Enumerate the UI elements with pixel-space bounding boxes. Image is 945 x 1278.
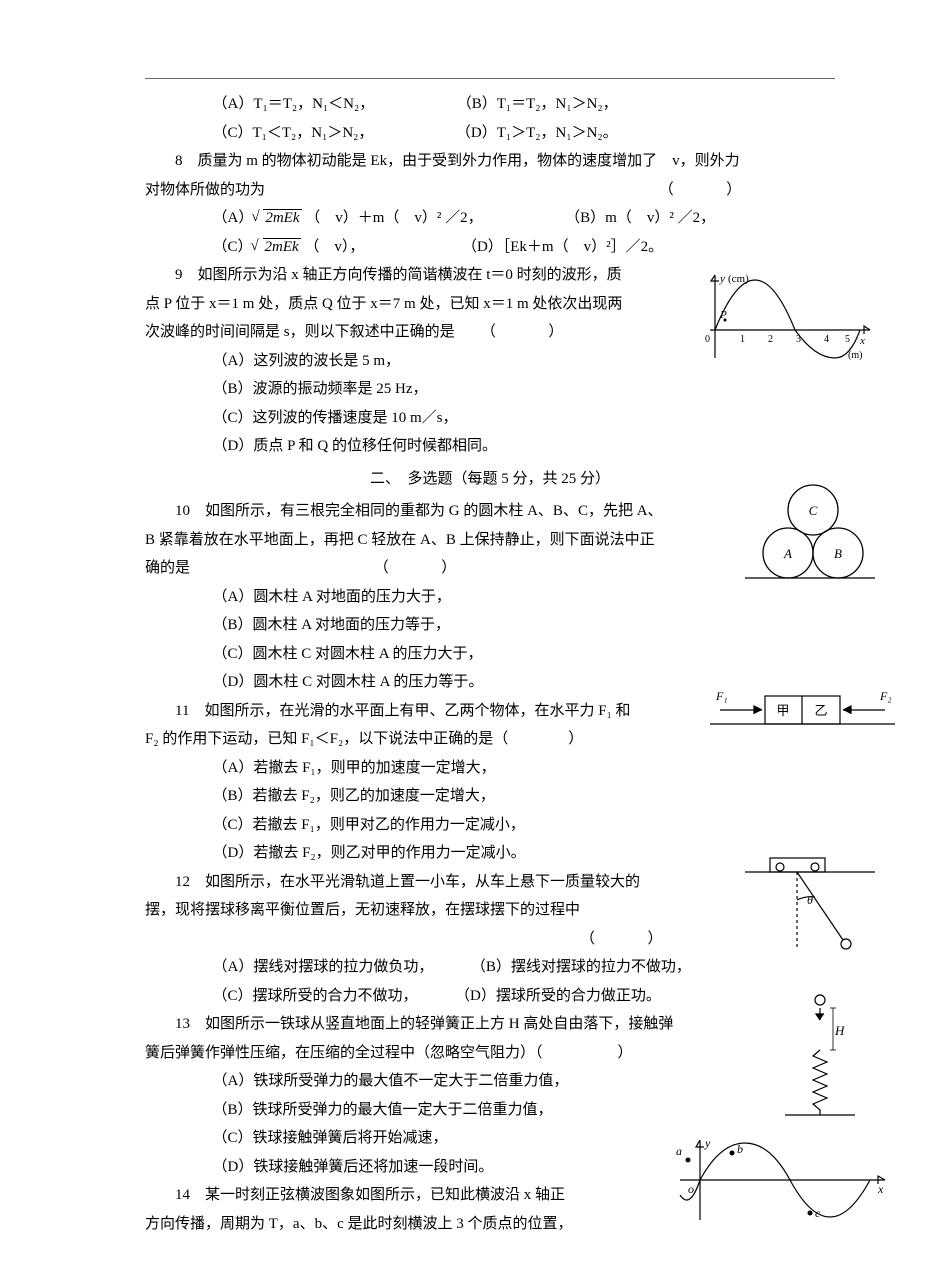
q7-optA: （A）T₁＝T₂，N₁＜N₂，: [213, 96, 375, 112]
q7-optD: （D）T₁＞T₂，N₁＞N₂。: [456, 125, 618, 141]
q11-figure: F₁ F₂ 甲 乙: [710, 684, 895, 734]
q11-optB: （B）若撤去 F₂，则乙的加速度一定增大，: [145, 782, 835, 811]
q8-stem: 8 质量为 m 的物体初动能是 Ek，由于受到外力作用，物体的速度增加了 v，则…: [145, 147, 835, 176]
x-label: x: [877, 1182, 884, 1196]
q7-optC: （C）T₁＜T₂，N₁＞N₂，: [213, 125, 374, 141]
q11-num: 11: [175, 703, 189, 719]
y-label: y: [704, 1136, 711, 1150]
y-axis-label: y: [719, 273, 725, 285]
q8-options-row2: （C）2mEk （ v）， （D）［Ek＋m（ v）²］／2。: [145, 233, 835, 262]
section2-title: 二、 多选题（每题 5 分，共 25 分）: [145, 465, 835, 494]
q10-stem1: 如图所示，有三根完全相同的重都为 G 的圆木柱 A、B、C，先把 A、: [205, 503, 663, 519]
q11-optD: （D）若撤去 F₂，则乙对甲的作用力一定减小。: [145, 839, 835, 868]
q9-figure: y (cm) x (m) P 0 1 2 3 4 5: [700, 270, 875, 365]
q13-stem1: 如图所示一铁球从竖直地面上的轻弹簧正上方 H 高处自由落下，接触弹: [205, 1016, 673, 1032]
q10-stem3: 确的是: [145, 560, 190, 576]
q13-figure: H: [785, 990, 855, 1120]
q10-optB: （B）圆木柱 A 对地面的压力等于，: [145, 611, 835, 640]
tick-4: 4: [824, 334, 829, 345]
q9-stem1: 如图所示为沿 x 轴正方向传播的简谐横波在 t＝0 时刻的波形，质: [198, 267, 622, 283]
q12-optB: （B）摆线对摆球的拉力不做功，: [471, 959, 691, 975]
q14-stem1: 某一时刻正弦横波图象如图所示，已知此横波沿 x 轴正: [205, 1187, 565, 1203]
q14-num: 14: [175, 1187, 190, 1203]
q8-stem-cont: 对物体所做的功为 （ ）: [145, 176, 835, 205]
q9-optC: （C）这列波的传播速度是 10 m／s，: [145, 404, 835, 433]
tick-0: 0: [705, 334, 710, 345]
q11-optC: （C）若撤去 F₁，则甲对乙的作用力一定减小，: [145, 811, 835, 840]
q13-stem: 13 如图所示一铁球从竖直地面上的轻弹簧正上方 H 高处自由落下，接触弹: [145, 1010, 835, 1039]
label-C: C: [809, 503, 818, 518]
label-yi: 乙: [814, 703, 827, 718]
q10-optC: （C）圆木柱 C 对圆木柱 A 的压力大于，: [145, 640, 835, 669]
c-label: c: [815, 1206, 821, 1220]
q13-num: 13: [175, 1016, 190, 1032]
q13-optA: （A）铁球所受弹力的最大值不一定大于二倍重力值，: [145, 1067, 835, 1096]
q7-options-row2: （C）T₁＜T₂，N₁＞N₂， （D）T₁＞T₂，N₁＞N₂。: [145, 119, 835, 148]
q8-options-row1: （A）2mEk （ v）＋m（ v）² ／2， （B）m（ v）² ／2，: [145, 204, 835, 233]
q12-optC: （C）摆球所受的合力不做功，: [213, 988, 418, 1004]
q10-figure: A B C: [745, 480, 875, 585]
q8-optC-pre: （C）: [213, 239, 253, 255]
q8-optA-post: （ v）＋m（ v）² ／2，: [305, 210, 482, 226]
sqrt-icon: 2mEk: [253, 204, 301, 233]
q10-stem-l2: B 紧靠着放在水平地面上，再把 C 轻放在 A、B 上保持静止，则下面说法中正: [145, 526, 835, 555]
tick-2: 2: [768, 334, 773, 345]
tick-1: 1: [740, 334, 745, 345]
q14-figure: y x a b c o: [670, 1135, 890, 1225]
q7-options-row1: （A）T₁＝T₂，N₁＜N₂， （B）T₁＝T₂，N₁＞N₂，: [145, 90, 835, 119]
b-label: b: [737, 1142, 743, 1156]
tick-3: 3: [796, 334, 801, 345]
q9-stem3: 次波峰的时间间隔是 s，则以下叙述中正确的是: [145, 324, 455, 340]
q7-optB: （B）T₁＝T₂，N₁＞N₂，: [457, 96, 618, 112]
sqrt-icon: 2mEk: [253, 233, 301, 262]
q12-stem: 12 如图所示，在水平光滑轨道上置一小车，从车上悬下一质量较大的: [145, 868, 835, 897]
q12-opts-row2: （C）摆球所受的合力不做功， （D）摆球所受的合力做正功。: [145, 982, 835, 1011]
q12-figure: θ: [745, 852, 875, 962]
label-F1: F₁: [715, 689, 728, 703]
q12-opts-row1: （A）摆线对摆球的拉力做负功， （B）摆线对摆球的拉力不做功，: [145, 953, 835, 982]
q8-optC-post: （ v），: [304, 239, 364, 255]
label-B: B: [834, 546, 842, 561]
q12-stem1: 如图所示，在水平光滑轨道上置一小车，从车上悬下一质量较大的: [205, 874, 640, 890]
q12-optD: （D）摆球所受的合力做正功。: [455, 988, 661, 1004]
a-label: a: [676, 1144, 682, 1158]
q12-stem-l2: 摆，现将摆球移离平衡位置后，无初速释放，在摆球摆下的过程中: [145, 896, 835, 925]
label-F2: F₂: [879, 689, 892, 703]
y-axis-unit: (cm): [728, 273, 749, 285]
label-jia: 甲: [776, 703, 789, 718]
q9-optB: （B）波源的振动频率是 25 Hz，: [145, 375, 835, 404]
q13-optB: （B）铁球所受弹力的最大值一定大于二倍重力值，: [145, 1096, 835, 1125]
q10-num: 10: [175, 503, 190, 519]
o-label: o: [688, 1182, 694, 1196]
x-axis-unit: (m): [848, 350, 862, 361]
q9-num: 9: [175, 267, 183, 283]
q8-optB: （B）m（ v）² ／2，: [565, 210, 715, 226]
horizontal-rule: [145, 78, 835, 79]
q12-optA: （A）摆线对摆球的拉力做负功，: [213, 959, 434, 975]
q9-optD: （D）质点 P 和 Q 的位移任何时候都相同。: [145, 432, 835, 461]
q11-optA: （A）若撤去 F₁，则甲的加速度一定增大，: [145, 754, 835, 783]
q10-optA: （A）圆木柱 A 对地面的压力大于，: [145, 583, 835, 612]
q12-num: 12: [175, 874, 190, 890]
q8-stem1: 质量为 m 的物体初动能是 Ek，由于受到外力作用，物体的速度增加了 v，则外力: [198, 153, 740, 169]
q11-stem1: 如图所示，在光滑的水平面上有甲、乙两个物体，在水平力 F₁ 和: [204, 703, 630, 719]
label-theta: θ: [807, 893, 813, 907]
label-A: A: [783, 546, 792, 561]
q12-brackets: （ ）: [145, 925, 835, 954]
q8-stem2: 对物体所做的功为: [145, 182, 265, 198]
label-H: H: [834, 1023, 845, 1038]
x-axis-label: x: [859, 335, 865, 347]
q10-stem-l3: 确的是 （ ）: [145, 554, 835, 583]
q8-optD: （D）［Ek＋m（ v）²］／2。: [462, 239, 663, 255]
tick-5: 5: [845, 334, 850, 345]
q10-stem: 10 如图所示，有三根完全相同的重都为 G 的圆木柱 A、B、C，先把 A、: [145, 497, 835, 526]
q8-num: 8: [175, 153, 183, 169]
q13-stem-l2: 簧后弹簧作弹性压缩，在压缩的全过程中（忽略空气阻力）（ ）: [145, 1039, 835, 1068]
q8-optA-pre: （A）: [213, 210, 254, 226]
